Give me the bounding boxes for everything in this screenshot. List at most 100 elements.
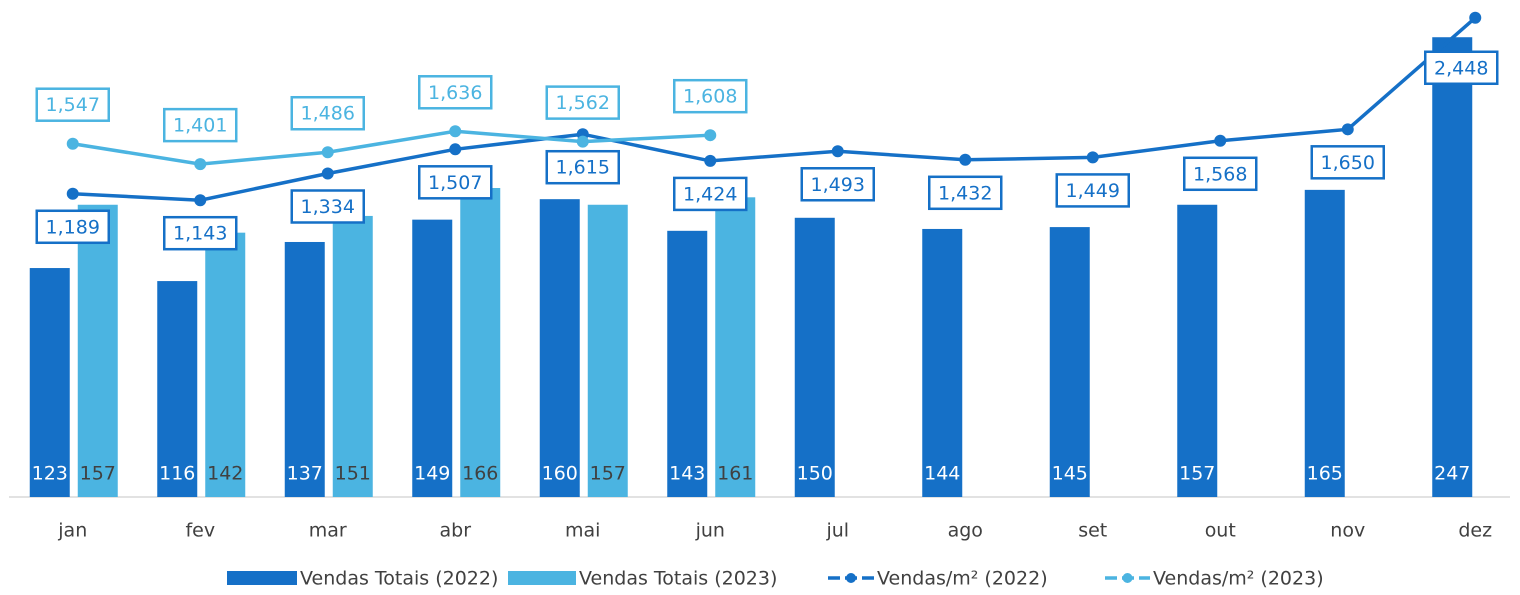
data-label-box — [1310, 145, 1385, 180]
bar-label: 161 — [717, 463, 753, 485]
bar — [794, 217, 835, 498]
legend-label: Vendas Totais (2023) — [579, 568, 777, 590]
data-label-box — [545, 149, 620, 185]
line-marker — [321, 146, 334, 159]
legend-swatch — [508, 571, 576, 585]
bar — [412, 219, 453, 497]
bar-label: 160 — [542, 463, 578, 485]
data-label: 1,636 — [428, 82, 482, 104]
bar-label: 142 — [207, 463, 243, 485]
bar-label: 145 — [1052, 463, 1088, 485]
bar-label: 151 — [335, 463, 371, 485]
data-label: 1,608 — [683, 86, 737, 108]
bar-label: 157 — [80, 463, 116, 485]
line-marker — [1086, 151, 1099, 164]
bar — [715, 197, 756, 498]
legend-label: Vendas/m² (2022) — [877, 568, 1048, 590]
line — [72, 129, 711, 166]
data-label: 1,486 — [301, 103, 355, 125]
bar — [205, 232, 246, 497]
data-label: 1,615 — [556, 157, 610, 179]
bar — [922, 228, 963, 497]
bar-label: 137 — [287, 463, 323, 485]
bar — [29, 268, 70, 497]
x-tick-label: jun — [695, 520, 725, 542]
x-tick-label: jul — [825, 520, 849, 542]
line-marker — [959, 153, 972, 166]
x-tick-label: ago — [948, 520, 983, 542]
data-label: 1,650 — [1321, 152, 1375, 174]
bar-label: 143 — [669, 463, 705, 485]
data-label-box — [928, 175, 1003, 211]
x-tick-label: nov — [1330, 520, 1365, 542]
data-label-box — [290, 95, 365, 131]
legend-label: Vendas/m² (2023) — [1153, 568, 1324, 590]
x-tick-label: abr — [439, 520, 471, 542]
data-label-box — [418, 75, 493, 110]
line-marker — [1341, 123, 1354, 136]
bar-label: 247 — [1434, 463, 1470, 485]
line-marker — [704, 129, 717, 142]
line-marker — [194, 158, 207, 171]
bar — [587, 204, 628, 497]
line-marker — [576, 135, 589, 148]
bar — [157, 281, 198, 497]
data-label-box — [1183, 156, 1258, 192]
bar — [1304, 189, 1345, 497]
line-marker — [1214, 134, 1227, 147]
data-label-box — [1055, 173, 1130, 208]
data-label-box — [1424, 50, 1499, 86]
bar — [1432, 37, 1473, 498]
bar — [460, 188, 501, 498]
data-label-box — [673, 176, 748, 212]
data-label-box — [163, 215, 238, 251]
data-label-box — [290, 189, 365, 224]
x-tick-label: dez — [1458, 520, 1492, 542]
bar-label: 149 — [414, 463, 450, 485]
data-label: 1,493 — [811, 174, 865, 196]
data-label: 1,334 — [301, 196, 355, 218]
line-marker — [321, 167, 334, 180]
data-label-box — [35, 209, 110, 245]
bar — [1049, 227, 1090, 497]
bar-label: 116 — [159, 463, 195, 485]
bar — [332, 215, 373, 497]
x-tick-label: jan — [57, 520, 87, 542]
data-label: 1,568 — [1193, 163, 1247, 185]
data-label: 1,401 — [173, 115, 227, 137]
data-label: 1,432 — [938, 182, 992, 204]
data-label: 1,507 — [428, 172, 482, 194]
x-tick-label: out — [1205, 520, 1236, 542]
legend-marker — [846, 573, 856, 583]
data-label-box — [673, 78, 748, 114]
line-marker — [66, 137, 79, 150]
line-marker — [194, 194, 207, 207]
bar-label: 150 — [797, 463, 833, 485]
data-label: 1,562 — [556, 92, 610, 114]
data-label: 1,189 — [46, 216, 100, 238]
data-label: 1,547 — [46, 94, 100, 116]
bar-label: 123 — [32, 463, 68, 485]
data-label-box — [545, 85, 620, 120]
x-tick-label: mai — [565, 520, 600, 542]
bar-label: 144 — [924, 463, 960, 485]
data-label-box — [418, 165, 493, 200]
legend-marker — [1122, 573, 1133, 583]
x-tick-label: mar — [309, 520, 347, 542]
bar — [284, 241, 325, 497]
data-label: 1,143 — [173, 223, 227, 245]
data-label-box — [163, 107, 238, 143]
line-marker — [1469, 11, 1482, 24]
bar — [667, 230, 708, 498]
line-marker — [831, 145, 844, 158]
line-marker — [704, 154, 717, 167]
bar — [77, 204, 118, 497]
bar — [539, 199, 580, 497]
bar — [1177, 204, 1218, 497]
line — [72, 16, 1477, 202]
bar-label: 166 — [462, 463, 498, 485]
line-marker — [449, 143, 462, 156]
x-tick-label: set — [1078, 520, 1107, 542]
line-marker — [449, 125, 462, 138]
